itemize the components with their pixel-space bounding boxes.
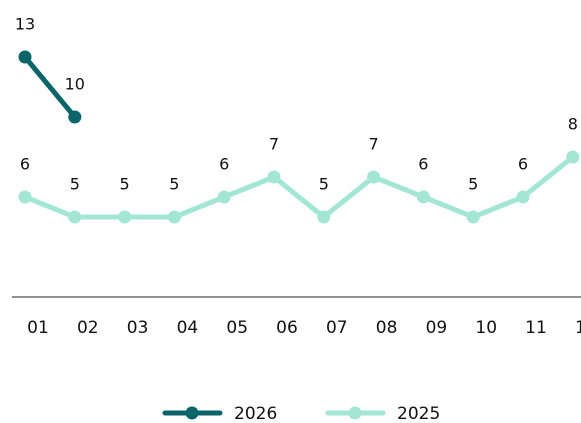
data-point [566,150,580,164]
data-label: 13 [15,15,35,34]
data-label: 5 [70,175,80,194]
x-tick-label: 11 [525,318,547,338]
data-label: 6 [20,155,30,174]
series-line [24,155,575,220]
data-point [267,170,281,184]
data-label: 5 [169,175,179,194]
series-line [23,55,77,119]
legend-label: 2026 [234,404,277,423]
x-tick-label: 03 [127,318,149,338]
legend-dot [185,406,199,420]
data-point [18,190,32,204]
data-label: 7 [269,135,279,154]
data-point [217,190,231,204]
data-point [367,170,381,184]
legend-label: 2025 [397,404,440,423]
data-point [416,190,430,204]
data-point [68,110,82,124]
x-tick-label: 08 [376,318,398,338]
data-point [18,50,32,64]
x-tick-label: 09 [426,318,448,338]
data-point [68,210,82,224]
x-tick-label: 12 [575,318,581,338]
x-tick-label: 01 [27,318,49,338]
x-tick-label: 05 [226,318,248,338]
data-label: 10 [65,75,85,94]
data-label: 6 [418,155,428,174]
legend-dot [348,406,362,420]
data-label: 5 [468,175,478,194]
x-tick-label: 02 [77,318,99,338]
x-tick-label: 07 [326,318,348,338]
data-label: 8 [568,115,578,134]
x-tick-label: 10 [475,318,497,338]
data-point [516,190,530,204]
data-label: 7 [369,135,379,154]
data-label: 5 [120,175,130,194]
x-tick-label: 04 [177,318,199,338]
data-point [167,210,181,224]
data-label: 6 [518,155,528,174]
data-point [118,210,132,224]
data-label: 6 [219,155,229,174]
data-point [317,210,331,224]
x-tick-label: 06 [276,318,298,338]
data-label: 5 [319,175,329,194]
data-point [466,210,480,224]
